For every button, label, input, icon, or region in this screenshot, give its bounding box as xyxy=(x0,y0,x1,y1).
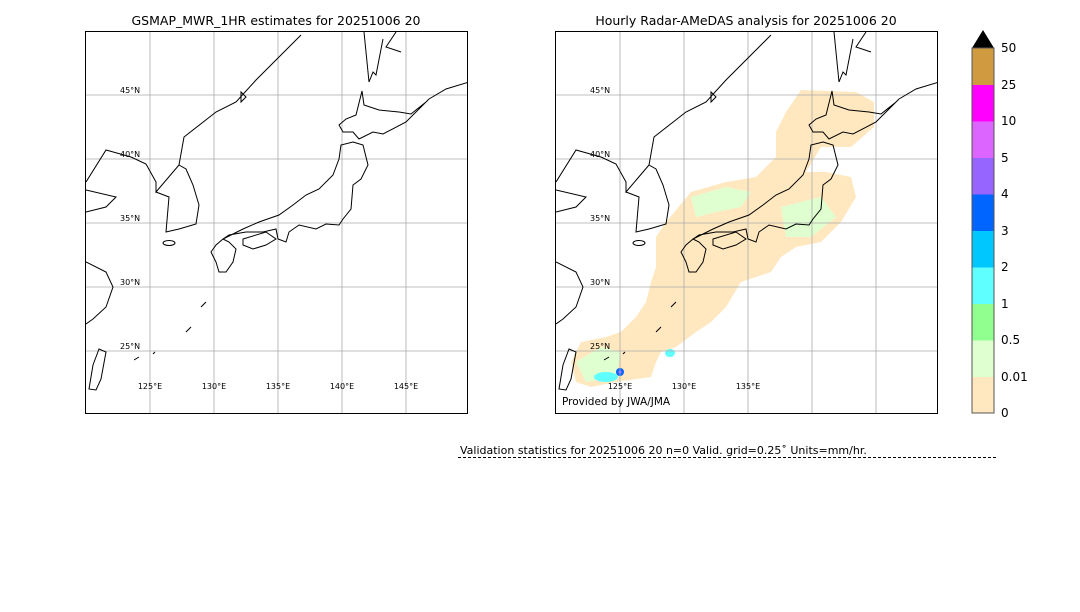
colorbar-tick-label: 4 xyxy=(1001,187,1009,201)
colorbar-tick-label: 0.01 xyxy=(1001,369,1028,384)
colorbar-frame xyxy=(971,47,995,414)
longitude-label: 140°E xyxy=(330,382,354,391)
precip-field xyxy=(571,90,874,387)
latitude-label: 25°N xyxy=(120,342,140,351)
longitude-label: 125°E xyxy=(608,382,632,391)
colorbar-segment xyxy=(972,340,994,377)
validation-divider xyxy=(458,457,996,458)
colorbar-tick-label: 25 xyxy=(1001,77,1017,92)
precip-area-0-01 xyxy=(691,187,751,217)
precip-area-light xyxy=(571,90,874,387)
colorbar-tick-label: 0.5 xyxy=(1001,333,1021,347)
colorbar-tick-label: 1 xyxy=(1001,296,1009,311)
colorbar-segment xyxy=(972,194,994,231)
longitude-label: 130°E xyxy=(672,382,696,391)
colorbar-segment xyxy=(972,267,994,304)
right-map-title: Hourly Radar-AMeDAS analysis for 2025100… xyxy=(595,13,897,28)
colorbar-extend-arrow xyxy=(972,30,994,48)
left-map-title: GSMAP_MWR_1HR estimates for 20251006 20 xyxy=(131,13,421,28)
colorbar-tick-label: 50 xyxy=(1001,41,1017,55)
data-credit: Provided by JWA/JMA xyxy=(562,396,671,408)
latitude-label: 30°N xyxy=(120,278,140,287)
latitude-label: 40°N xyxy=(590,150,610,159)
colorbar-tick-label: 10 xyxy=(1001,114,1017,128)
precip-area-0-01 xyxy=(781,197,836,237)
colorbar-segment xyxy=(972,230,994,268)
radar-map-panel: 45°N 40°N 35°N 30°N 25°N 125°E 130°E 135°E Prov… xyxy=(555,31,938,414)
colorbar-segment xyxy=(972,121,994,158)
radar-map: 45°N 40°N 35°N 30°N 25°N 125°E 130°E 135°E xyxy=(556,32,937,413)
colorbar-segment xyxy=(972,48,994,85)
latitude-label: 25°N xyxy=(590,342,610,351)
colorbar-segment xyxy=(972,376,994,414)
latitude-label: 40°N xyxy=(120,150,140,159)
colorbar-tick-label: 3 xyxy=(1001,223,1009,238)
validation-statistics: Validation statistics for 20251006 20 n=… xyxy=(460,444,867,457)
latitude-label: 45°N xyxy=(120,86,140,95)
longitude-label: 135°E xyxy=(266,382,290,391)
gsmap-map: 45°N 40°N 35°N 30°N 25°N 125°E 130°E 135°E 140°E… xyxy=(86,32,467,413)
longitude-label: 130°E xyxy=(202,382,226,391)
colorbar-segment xyxy=(972,303,994,341)
latitude-label: 30°N xyxy=(590,278,610,287)
gsmap-map-panel: 45°N 40°N 35°N 30°N 25°N 125°E 130°E 135°E 140°E… xyxy=(85,31,468,414)
latitude-label: 35°N xyxy=(590,214,610,223)
colorbar-graphic xyxy=(971,30,995,414)
colorbar-segment xyxy=(972,157,994,195)
colorbar-segment xyxy=(972,84,994,122)
coastlines xyxy=(86,32,467,391)
graticule xyxy=(556,32,937,413)
graticule xyxy=(86,32,467,413)
precip-area-1 xyxy=(594,372,618,382)
colorbar-tick-label: 2 xyxy=(1001,260,1009,274)
latitude-label: 45°N xyxy=(590,86,610,95)
colorbar xyxy=(971,30,995,418)
colorbar-tick-label: 5 xyxy=(1001,150,1009,165)
longitude-label: 125°E xyxy=(138,382,162,391)
precip-area-1 xyxy=(665,349,675,357)
longitude-label: 135°E xyxy=(736,382,760,391)
colorbar-tick-label: 0 xyxy=(1001,406,1009,420)
longitude-label: 145°E xyxy=(394,382,418,391)
latitude-label: 35°N xyxy=(120,214,140,223)
